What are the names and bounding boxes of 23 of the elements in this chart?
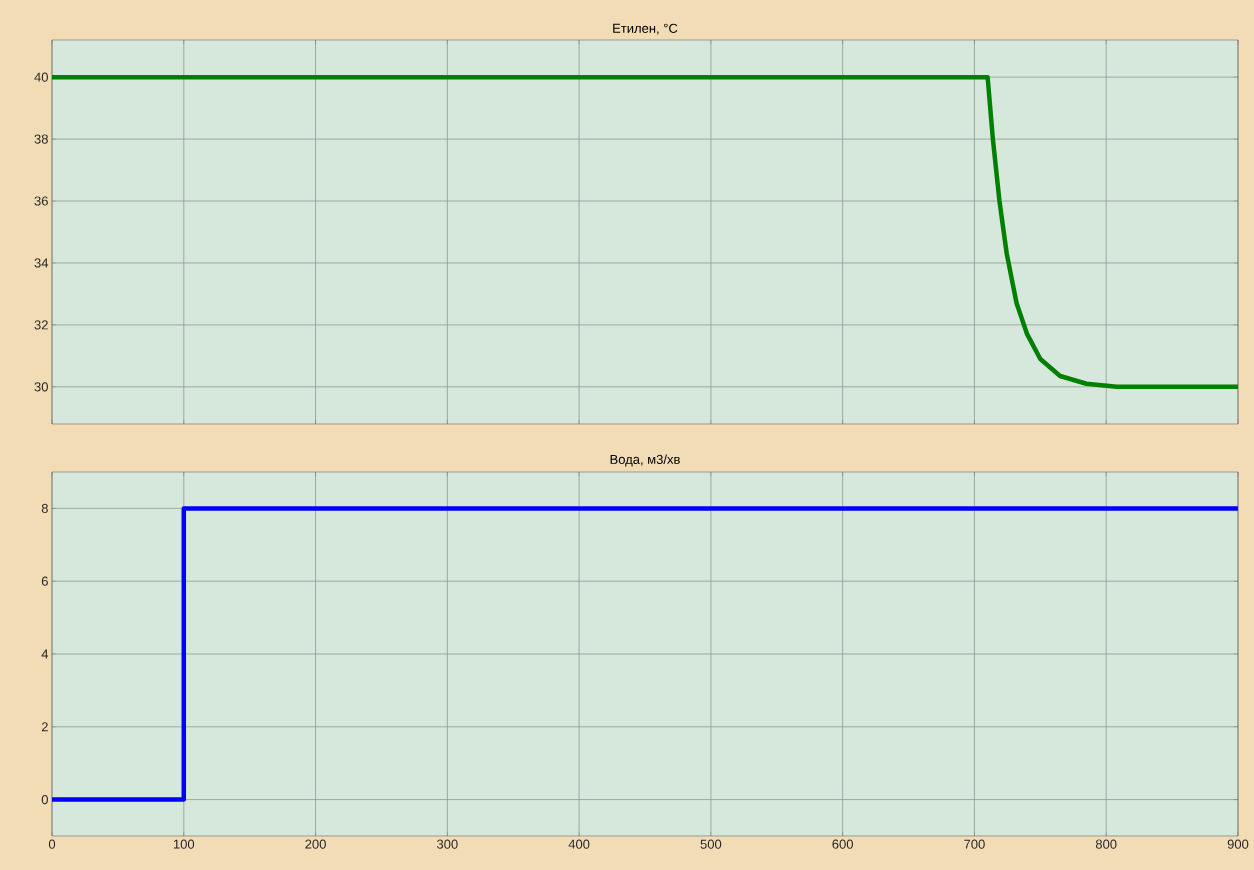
y-tick-label: 4 [41,649,49,659]
y-tick-label: 30 [34,382,48,392]
x-tick-label: 900 [1227,839,1249,849]
y-tick-label: 38 [34,134,48,144]
x-tick-label: 800 [1095,839,1117,849]
x-tick-label: 500 [700,839,722,849]
x-tick-label: 300 [436,839,458,849]
x-tick-label: 0 [48,839,56,849]
y-tick-label: 34 [34,258,49,268]
y-tick-label: 2 [41,722,48,732]
x-tick-label: 700 [964,839,985,849]
y-tick-label: 36 [34,196,48,206]
x-tick-label: 200 [305,839,326,849]
y-tick-label: 0 [41,794,48,805]
chart-title: Вода, м3/хв [610,454,680,467]
chart-title: Етилен, °C [613,23,678,35]
x-tick-label: 600 [832,839,853,849]
y-tick-label: 8 [41,503,48,513]
y-tick-label: 32 [34,320,48,330]
y-tick-label: 6 [41,576,48,586]
x-tick-label: 400 [568,839,590,849]
y-tick-label: 40 [34,72,48,82]
x-tick-label: 100 [173,839,195,849]
